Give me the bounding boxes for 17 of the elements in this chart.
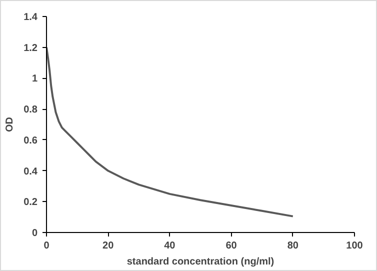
y-tick-label: 0.6	[24, 135, 38, 146]
y-tick-label: 0.8	[24, 104, 38, 116]
x-tick-label: 60	[226, 240, 238, 252]
y-tick-label: 1	[32, 74, 38, 85]
y-tick-label: 0.2	[24, 197, 38, 208]
y-axis-title: OD	[4, 117, 16, 132]
y-tick-label: 0	[32, 228, 38, 239]
x-tick-label: 20	[102, 240, 114, 252]
x-axis-title: standard concentration (ng/ml)	[126, 256, 274, 268]
x-tick-label: 80	[287, 240, 299, 252]
x-tick-label: 0	[44, 240, 50, 252]
x-tick-label: 40	[164, 240, 176, 252]
y-tick-label: 0.4	[24, 166, 38, 178]
x-tick-label: 100	[346, 240, 364, 252]
y-tick-label: 1.2	[24, 42, 38, 54]
line-series	[46, 46, 294, 218]
y-tick-label: 1.4	[24, 12, 38, 23]
